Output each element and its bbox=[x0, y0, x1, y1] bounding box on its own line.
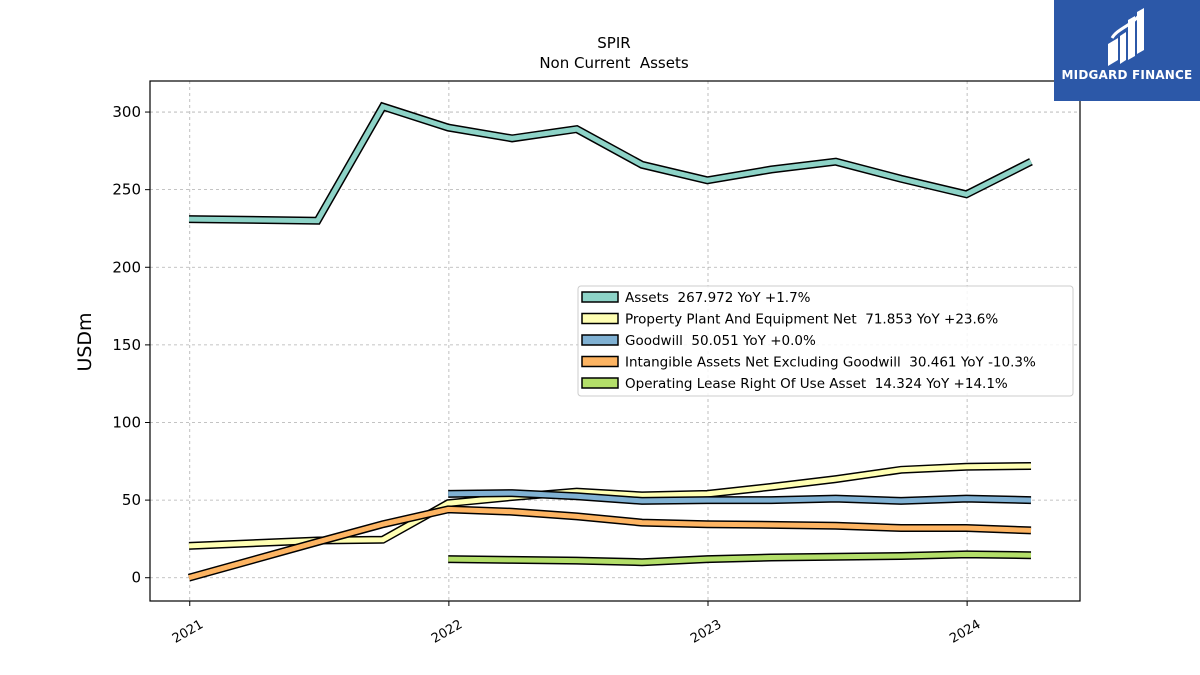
logo-mark-icon bbox=[1108, 8, 1144, 66]
series-line-2 bbox=[448, 490, 1032, 504]
legend-swatch-2 bbox=[581, 334, 619, 346]
legend-swatch-0 bbox=[581, 291, 619, 303]
legend-box bbox=[577, 285, 1074, 397]
series-line-0 bbox=[188, 103, 1033, 224]
y-tick-label: 150 bbox=[112, 336, 141, 354]
logo-text: MIDGARD FINANCE bbox=[1061, 68, 1193, 82]
x-tick-label: 2023 bbox=[688, 617, 724, 647]
legend-entry-2: Goodwill 50.051 YoY +0.0% bbox=[625, 333, 816, 349]
y-tick-label: 0 bbox=[131, 569, 141, 587]
y-tick-label: 50 bbox=[122, 491, 141, 509]
legend-swatch-1 bbox=[581, 312, 619, 325]
chart-subtitle: Non Current Assets bbox=[539, 54, 689, 72]
legend-entry-1: Property Plant And Equipment Net 71.853 … bbox=[625, 312, 998, 328]
series-lines bbox=[187, 101, 1033, 582]
x-tick-label: 2022 bbox=[429, 617, 465, 647]
plot-frame bbox=[149, 80, 1081, 602]
y-axis-label: USDm bbox=[74, 312, 96, 371]
series-line-3 bbox=[188, 506, 1032, 581]
legend: Assets 267.972 YoY +1.7% Property Plant A… bbox=[577, 285, 1074, 397]
y-tick-label: 300 bbox=[112, 103, 141, 121]
series-line-4 bbox=[448, 551, 1032, 565]
series-line-1 bbox=[188, 463, 1032, 549]
x-tick-label: 2021 bbox=[170, 617, 206, 647]
legend-entry-3: Intangible Assets Net Excluding Goodwill… bbox=[625, 355, 1036, 371]
series-outline-0 bbox=[188, 101, 1033, 225]
legend-swatch-4 bbox=[581, 377, 619, 389]
y-tick-label: 100 bbox=[112, 413, 141, 431]
y-tick-label: 200 bbox=[112, 258, 141, 276]
x-tick-label: 2024 bbox=[947, 617, 983, 647]
series-outline-1 bbox=[188, 462, 1032, 550]
brand-logo: MIDGARD FINANCE bbox=[1054, 0, 1200, 101]
y-tick-label: 250 bbox=[112, 181, 141, 199]
chart-title: SPIR bbox=[597, 34, 630, 52]
legend-swatch-3 bbox=[581, 355, 619, 368]
legend-entry-4: Operating Lease Right Of Use Asset 14.32… bbox=[625, 376, 1008, 392]
legend-entry-0: Assets 267.972 YoY +1.7% bbox=[625, 290, 811, 306]
